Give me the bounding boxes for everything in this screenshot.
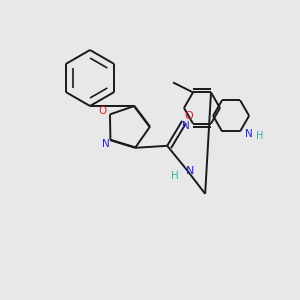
Text: O: O	[99, 106, 107, 116]
Text: N: N	[182, 121, 190, 130]
Text: N: N	[102, 139, 109, 149]
Text: H: H	[171, 171, 179, 181]
Text: N: N	[186, 166, 194, 176]
Text: H: H	[256, 131, 264, 141]
Text: O: O	[185, 111, 194, 121]
Text: N: N	[245, 129, 253, 140]
